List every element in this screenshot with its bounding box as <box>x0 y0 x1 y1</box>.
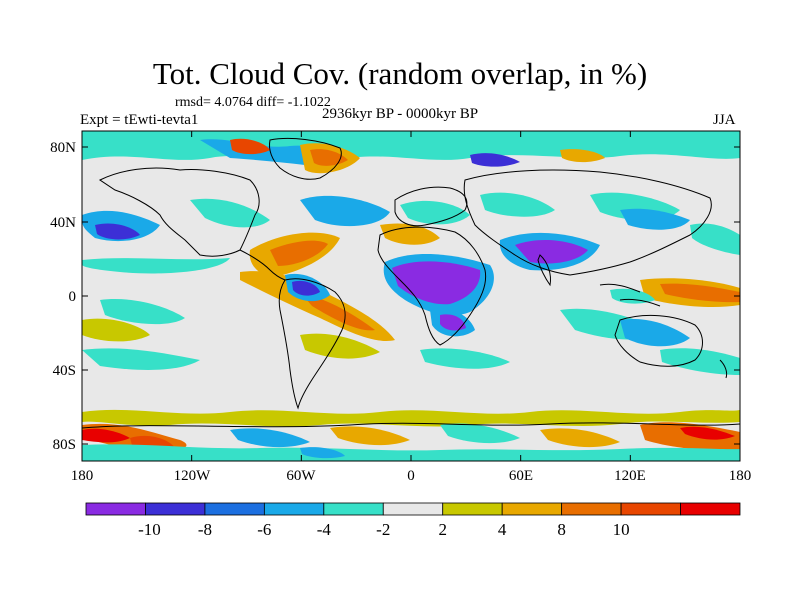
lat-tick-label: 40S <box>52 363 76 379</box>
colorbar-label: -10 <box>138 520 161 539</box>
coastlines <box>82 137 740 429</box>
colorbar <box>85 502 741 516</box>
colorbar-label: 2 <box>438 520 447 539</box>
colorbar-label: 8 <box>557 520 566 539</box>
experiment-label: Expt = tEwti-tevta1 <box>80 112 199 128</box>
colorbar-label: -6 <box>257 520 272 539</box>
map-title: Tot. Cloud Cov. (random overlap, in %) <box>152 56 648 91</box>
lon-tick-label: 180 <box>728 468 752 484</box>
colorbar-swatch <box>382 502 444 516</box>
colorbar-swatch <box>145 502 206 516</box>
lon-tick-label: 180 <box>70 468 94 484</box>
colorbar-swatch <box>263 502 325 516</box>
colorbar-swatch <box>561 502 622 516</box>
colorbar-swatch <box>680 502 741 516</box>
lon-tick-label: 120E <box>614 468 646 484</box>
colorbar-swatch <box>442 502 503 516</box>
anomaly-field <box>82 131 740 461</box>
lon-tick-label: 60W <box>286 468 316 484</box>
axis-ticks <box>81 131 741 461</box>
colorbar-label: 4 <box>497 520 507 539</box>
lon-tick-label: 120W <box>173 468 211 484</box>
period-label: 2936kyr BP - 0000kyr BP <box>322 106 479 122</box>
colorbar-label: -8 <box>197 520 212 539</box>
colorbar-swatch <box>323 502 384 516</box>
colorbar-label: -2 <box>376 520 391 539</box>
statistics-label: rmsd= 4.0764 diff= -1.1022 <box>175 95 331 110</box>
lon-tick-label: 60E <box>508 468 534 484</box>
lat-tick-label: 80S <box>52 437 76 453</box>
colorbar-swatch <box>204 502 265 516</box>
lon-tick-label: 0 <box>407 468 415 484</box>
colorbar-swatch <box>501 502 563 516</box>
lat-tick-label: 0 <box>68 289 77 305</box>
season-label: JJA <box>713 112 736 128</box>
colorbar-label: -4 <box>316 520 331 539</box>
colorbar-swatch <box>620 502 681 516</box>
lat-tick-label: 40N <box>50 215 76 231</box>
colorbar-label: 10 <box>612 520 630 539</box>
colorbar-swatch <box>85 502 146 516</box>
lat-tick-label: 80N <box>50 140 76 156</box>
